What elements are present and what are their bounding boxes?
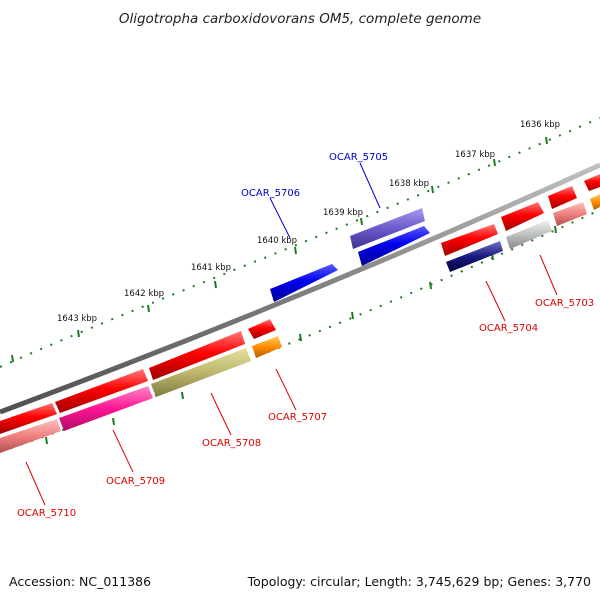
major-tick — [294, 246, 297, 255]
gene-ocar-5703 — [506, 220, 552, 249]
gene-forward-red — [548, 186, 577, 209]
major-tick — [431, 185, 434, 194]
tick-label-1642: 1642 kbp — [124, 289, 164, 299]
scale-labels: 1636 kbp 1637 kbp 1638 kbp 1639 kbp 1640… — [57, 120, 560, 324]
gene-forward-red — [248, 319, 276, 339]
gene-ocar-5709 — [59, 386, 153, 431]
gene-ocar-5710 — [0, 419, 61, 453]
tick-label-1643: 1643 kbp — [57, 314, 97, 324]
gene-forward-red — [0, 403, 57, 434]
tick-label-1639: 1639 kbp — [323, 208, 363, 218]
major-tick — [545, 136, 548, 145]
tick-label-1640: 1640 kbp — [257, 236, 297, 246]
gene-ocar-5704 — [446, 241, 503, 272]
gene-forward-red — [55, 369, 148, 413]
major-tick — [147, 304, 150, 313]
gene-labels: OCAR_5705 OCAR_5706 OCAR_5703 OCAR_5704 … — [17, 152, 594, 519]
gene-orange — [590, 194, 600, 210]
major-tick — [429, 281, 432, 290]
gene-label-ocar-5705: OCAR_5705 — [329, 152, 388, 163]
tick-label-1636: 1636 kbp — [520, 120, 560, 130]
gene-label-ocar-5709: OCAR_5709 — [106, 476, 165, 487]
major-tick — [45, 436, 48, 445]
footer-summary: Topology: circular; Length: 3,745,629 bp… — [247, 574, 591, 589]
tick-label-1637: 1637 kbp — [455, 150, 495, 160]
map-title: Oligotropha carboxidovorans OM5, complet… — [119, 11, 481, 27]
gene-ocar-5705-forward — [358, 226, 430, 266]
gene-ocar-5708 — [151, 348, 251, 397]
gene-label-ocar-5707: OCAR_5707 — [268, 412, 327, 423]
label-connectors — [25, 162, 558, 506]
gene-label-ocar-5710: OCAR_5710 — [17, 508, 76, 519]
genome-backbone — [0, 162, 600, 415]
major-tick — [299, 333, 302, 342]
gene-forward-red — [441, 224, 498, 256]
gene-forward-red — [584, 174, 600, 191]
gene-ocar-5706 — [270, 264, 338, 302]
gene-forward-red — [149, 331, 245, 380]
gene-label-ocar-5708: OCAR_5708 — [202, 438, 261, 449]
gene-ocar-5705 — [350, 208, 425, 249]
gene-forward-red — [501, 202, 544, 231]
major-tick — [493, 158, 496, 167]
footer-accession: Accession: NC_011386 — [9, 574, 151, 589]
tick-label-1641: 1641 kbp — [191, 263, 231, 273]
major-tick — [11, 354, 14, 363]
major-tick — [181, 391, 184, 400]
gene-ocar-5707 — [252, 336, 282, 358]
tick-label-1638: 1638 kbp — [389, 179, 429, 189]
genes — [0, 174, 600, 453]
major-tick — [351, 311, 354, 320]
major-tick — [77, 329, 80, 338]
gene-salmon — [553, 202, 587, 226]
major-tick — [360, 217, 363, 226]
major-tick — [112, 417, 115, 426]
gene-label-ocar-5706: OCAR_5706 — [241, 188, 300, 199]
gene-label-ocar-5703: OCAR_5703 — [535, 298, 594, 309]
major-tick — [554, 225, 557, 234]
gene-label-ocar-5704: OCAR_5704 — [479, 323, 538, 334]
major-tick — [214, 280, 217, 289]
